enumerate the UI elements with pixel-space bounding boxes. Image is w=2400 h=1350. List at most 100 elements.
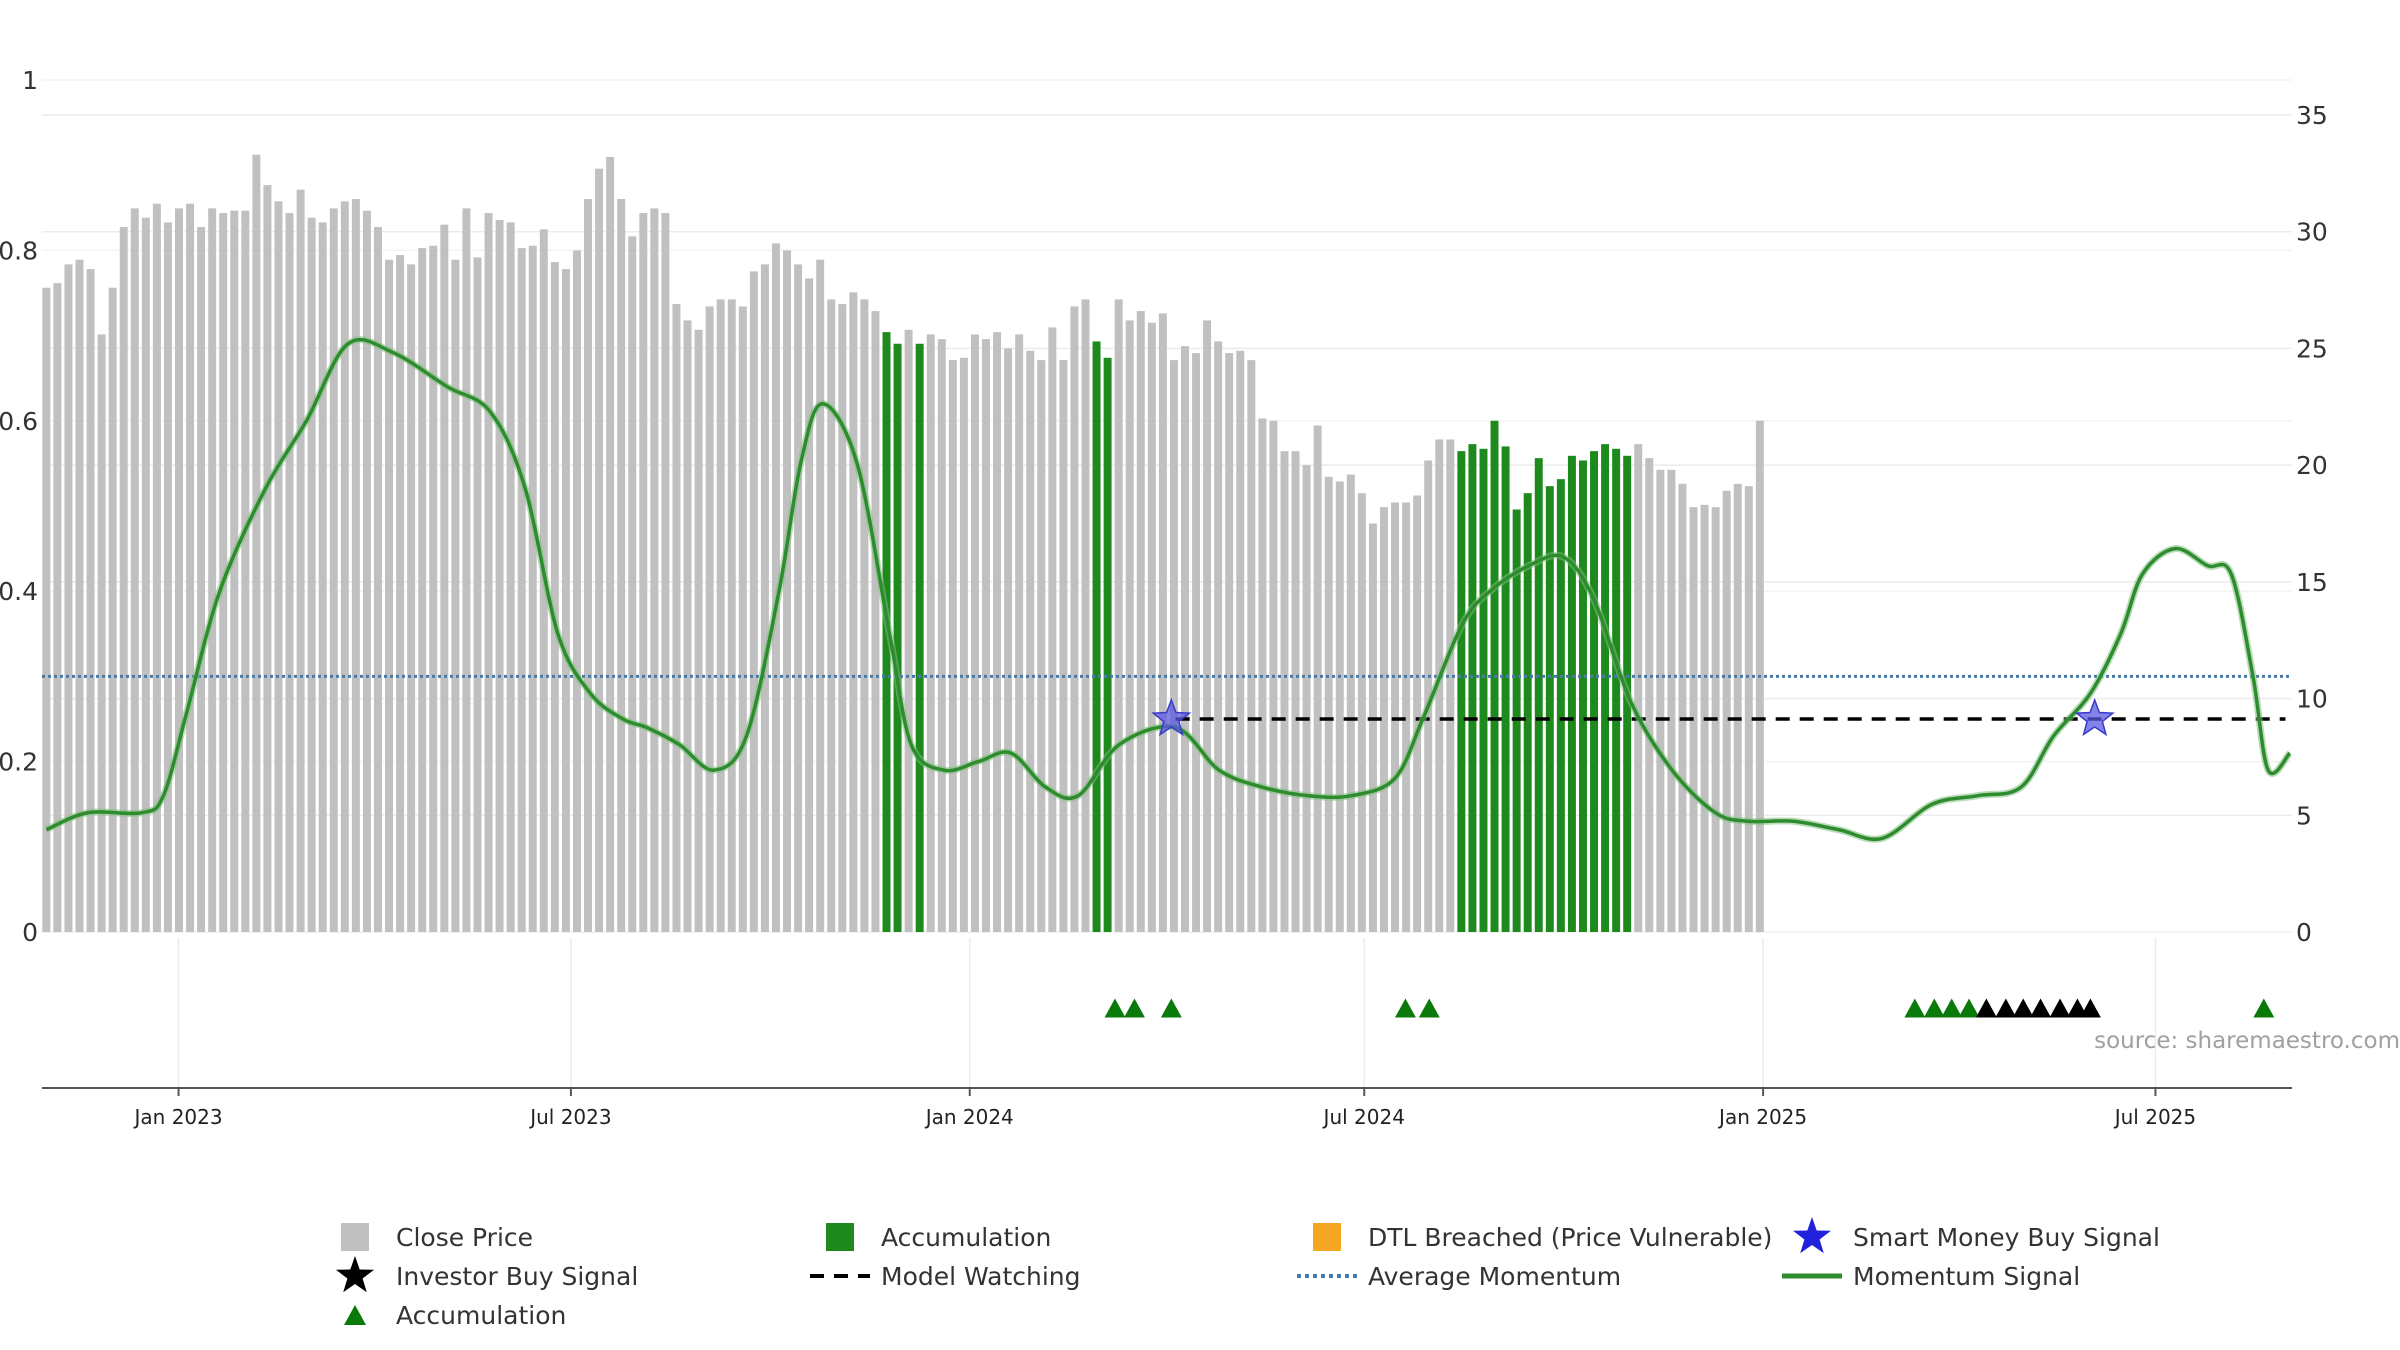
accumulation-bar: [1523, 493, 1532, 932]
close-price-bar: [1324, 476, 1333, 932]
legend-item: Smart Money Buy Signal: [1793, 1217, 2160, 1254]
close-price-bar: [871, 311, 880, 933]
accumulation-bar: [1534, 458, 1543, 932]
close-price-bar: [959, 357, 968, 932]
momentum-signal-halo: [44, 336, 2293, 843]
source-label: source: sharemaestro.com: [2094, 1028, 2400, 1054]
x-tick-label: Jul 2023: [528, 1105, 611, 1129]
smart-money-buy-star: [1151, 697, 1192, 737]
close-price-bar: [1203, 320, 1212, 933]
legend-square-icon: [826, 1223, 854, 1251]
close-price-bar: [838, 304, 847, 932]
close-price-bar: [628, 236, 637, 932]
close-price-bar: [738, 306, 747, 932]
close-price-bar: [175, 208, 183, 932]
accumulation-triangle: [1104, 998, 1126, 1018]
legend-label: Close Price: [396, 1223, 533, 1252]
close-price-bar: [274, 201, 283, 932]
close-price-bar: [484, 213, 493, 933]
accumulation-bar: [1545, 486, 1554, 932]
accumulation-bar: [1612, 448, 1621, 932]
close-price-bar: [550, 262, 559, 932]
x-tick-label: Jul 2024: [1322, 1105, 1405, 1129]
x-tick-label: Jul 2025: [2113, 1105, 2196, 1129]
signal-lines: [42, 336, 2293, 843]
close-price-bar: [705, 306, 714, 932]
accumulation-bar: [1578, 460, 1587, 932]
investor-buy-triangle: [2049, 998, 2071, 1018]
legend-item: Average Momentum: [1297, 1262, 1621, 1291]
close-price-bar: [1446, 439, 1455, 932]
close-price-bar: [1280, 451, 1289, 932]
accumulation-triangle: [1958, 998, 1980, 1018]
close-price-bar: [1048, 327, 1057, 932]
close-price-bar: [362, 210, 371, 933]
left-tick-label: 1: [22, 66, 38, 95]
smart-money-buy-star: [2074, 697, 2115, 737]
accumulation-bar: [1479, 448, 1488, 932]
close-price-bar: [385, 259, 394, 932]
left-tick-label: 0.8: [0, 236, 38, 265]
close-price-bar: [152, 203, 161, 932]
close-price-bar: [418, 248, 427, 932]
close-price-bar: [1026, 350, 1035, 933]
close-price-bar: [760, 264, 769, 932]
close-price-bar: [1744, 486, 1753, 932]
legend-triangle-icon: [344, 1305, 366, 1325]
left-tick-label: 0.2: [0, 748, 38, 777]
close-price-bar: [186, 203, 195, 932]
legend-item: Investor Buy Signal: [336, 1256, 638, 1293]
legend-label: Accumulation: [881, 1223, 1051, 1252]
close-price-bar: [1169, 360, 1178, 933]
close-price-bar: [1656, 469, 1665, 932]
close-price-bar: [672, 304, 681, 932]
close-price-bar: [970, 334, 979, 932]
accumulation-bar: [1103, 357, 1112, 932]
legend-item: Momentum Signal: [1782, 1262, 2080, 1291]
close-price-bar: [650, 208, 659, 932]
legend-label: Smart Money Buy Signal: [1853, 1223, 2160, 1252]
close-price-bar: [617, 199, 626, 932]
close-price-bar: [119, 227, 128, 932]
close-price-bar: [285, 213, 294, 933]
right-tick-label: 35: [2296, 101, 2328, 130]
legend-label: Accumulation: [396, 1301, 566, 1330]
close-price-bar: [1313, 425, 1322, 932]
investor-buy-triangle: [2012, 998, 2034, 1018]
close-price-bar: [661, 213, 670, 933]
legend-square-icon: [341, 1223, 369, 1251]
close-price-bar: [197, 227, 206, 932]
close-price-bar: [1158, 313, 1167, 932]
investor-buy-triangle: [2079, 998, 2101, 1018]
accumulation-bar: [1092, 341, 1101, 932]
close-price-bar: [241, 210, 250, 933]
close-price-bar: [1192, 353, 1201, 932]
right-tick-label: 20: [2296, 451, 2328, 480]
right-tick-label: 0: [2296, 918, 2312, 947]
accumulation-triangle: [1160, 998, 1182, 1018]
close-price-bar: [1402, 502, 1411, 932]
close-price-bar: [1380, 507, 1388, 932]
close-price-bar: [208, 208, 217, 932]
accumulation-triangle: [1124, 998, 1145, 1018]
close-price-bar: [904, 329, 913, 932]
investor-buy-triangle: [2030, 998, 2052, 1018]
close-price-bar: [1247, 360, 1256, 933]
close-price-bar: [86, 269, 95, 932]
close-price-bar: [1391, 502, 1400, 932]
close-price-bar: [1147, 322, 1156, 932]
legend-item: Model Watching: [810, 1262, 1081, 1291]
accumulation-triangle: [1923, 998, 1945, 1018]
close-price-bar: [263, 185, 272, 932]
legend-item: Close Price: [341, 1223, 533, 1252]
close-price-bar: [1335, 481, 1344, 932]
close-price-bar: [506, 222, 515, 932]
close-price-bar: [1070, 306, 1079, 932]
close-price-bar: [749, 271, 758, 932]
x-tick-label: Jan 2024: [924, 1105, 1014, 1129]
right-tick-label: 10: [2296, 685, 2328, 714]
accumulation-triangle: [1418, 998, 1440, 1018]
accumulation-bar: [1590, 451, 1599, 932]
close-price-bar: [1645, 458, 1654, 932]
close-price-bar: [462, 208, 471, 932]
